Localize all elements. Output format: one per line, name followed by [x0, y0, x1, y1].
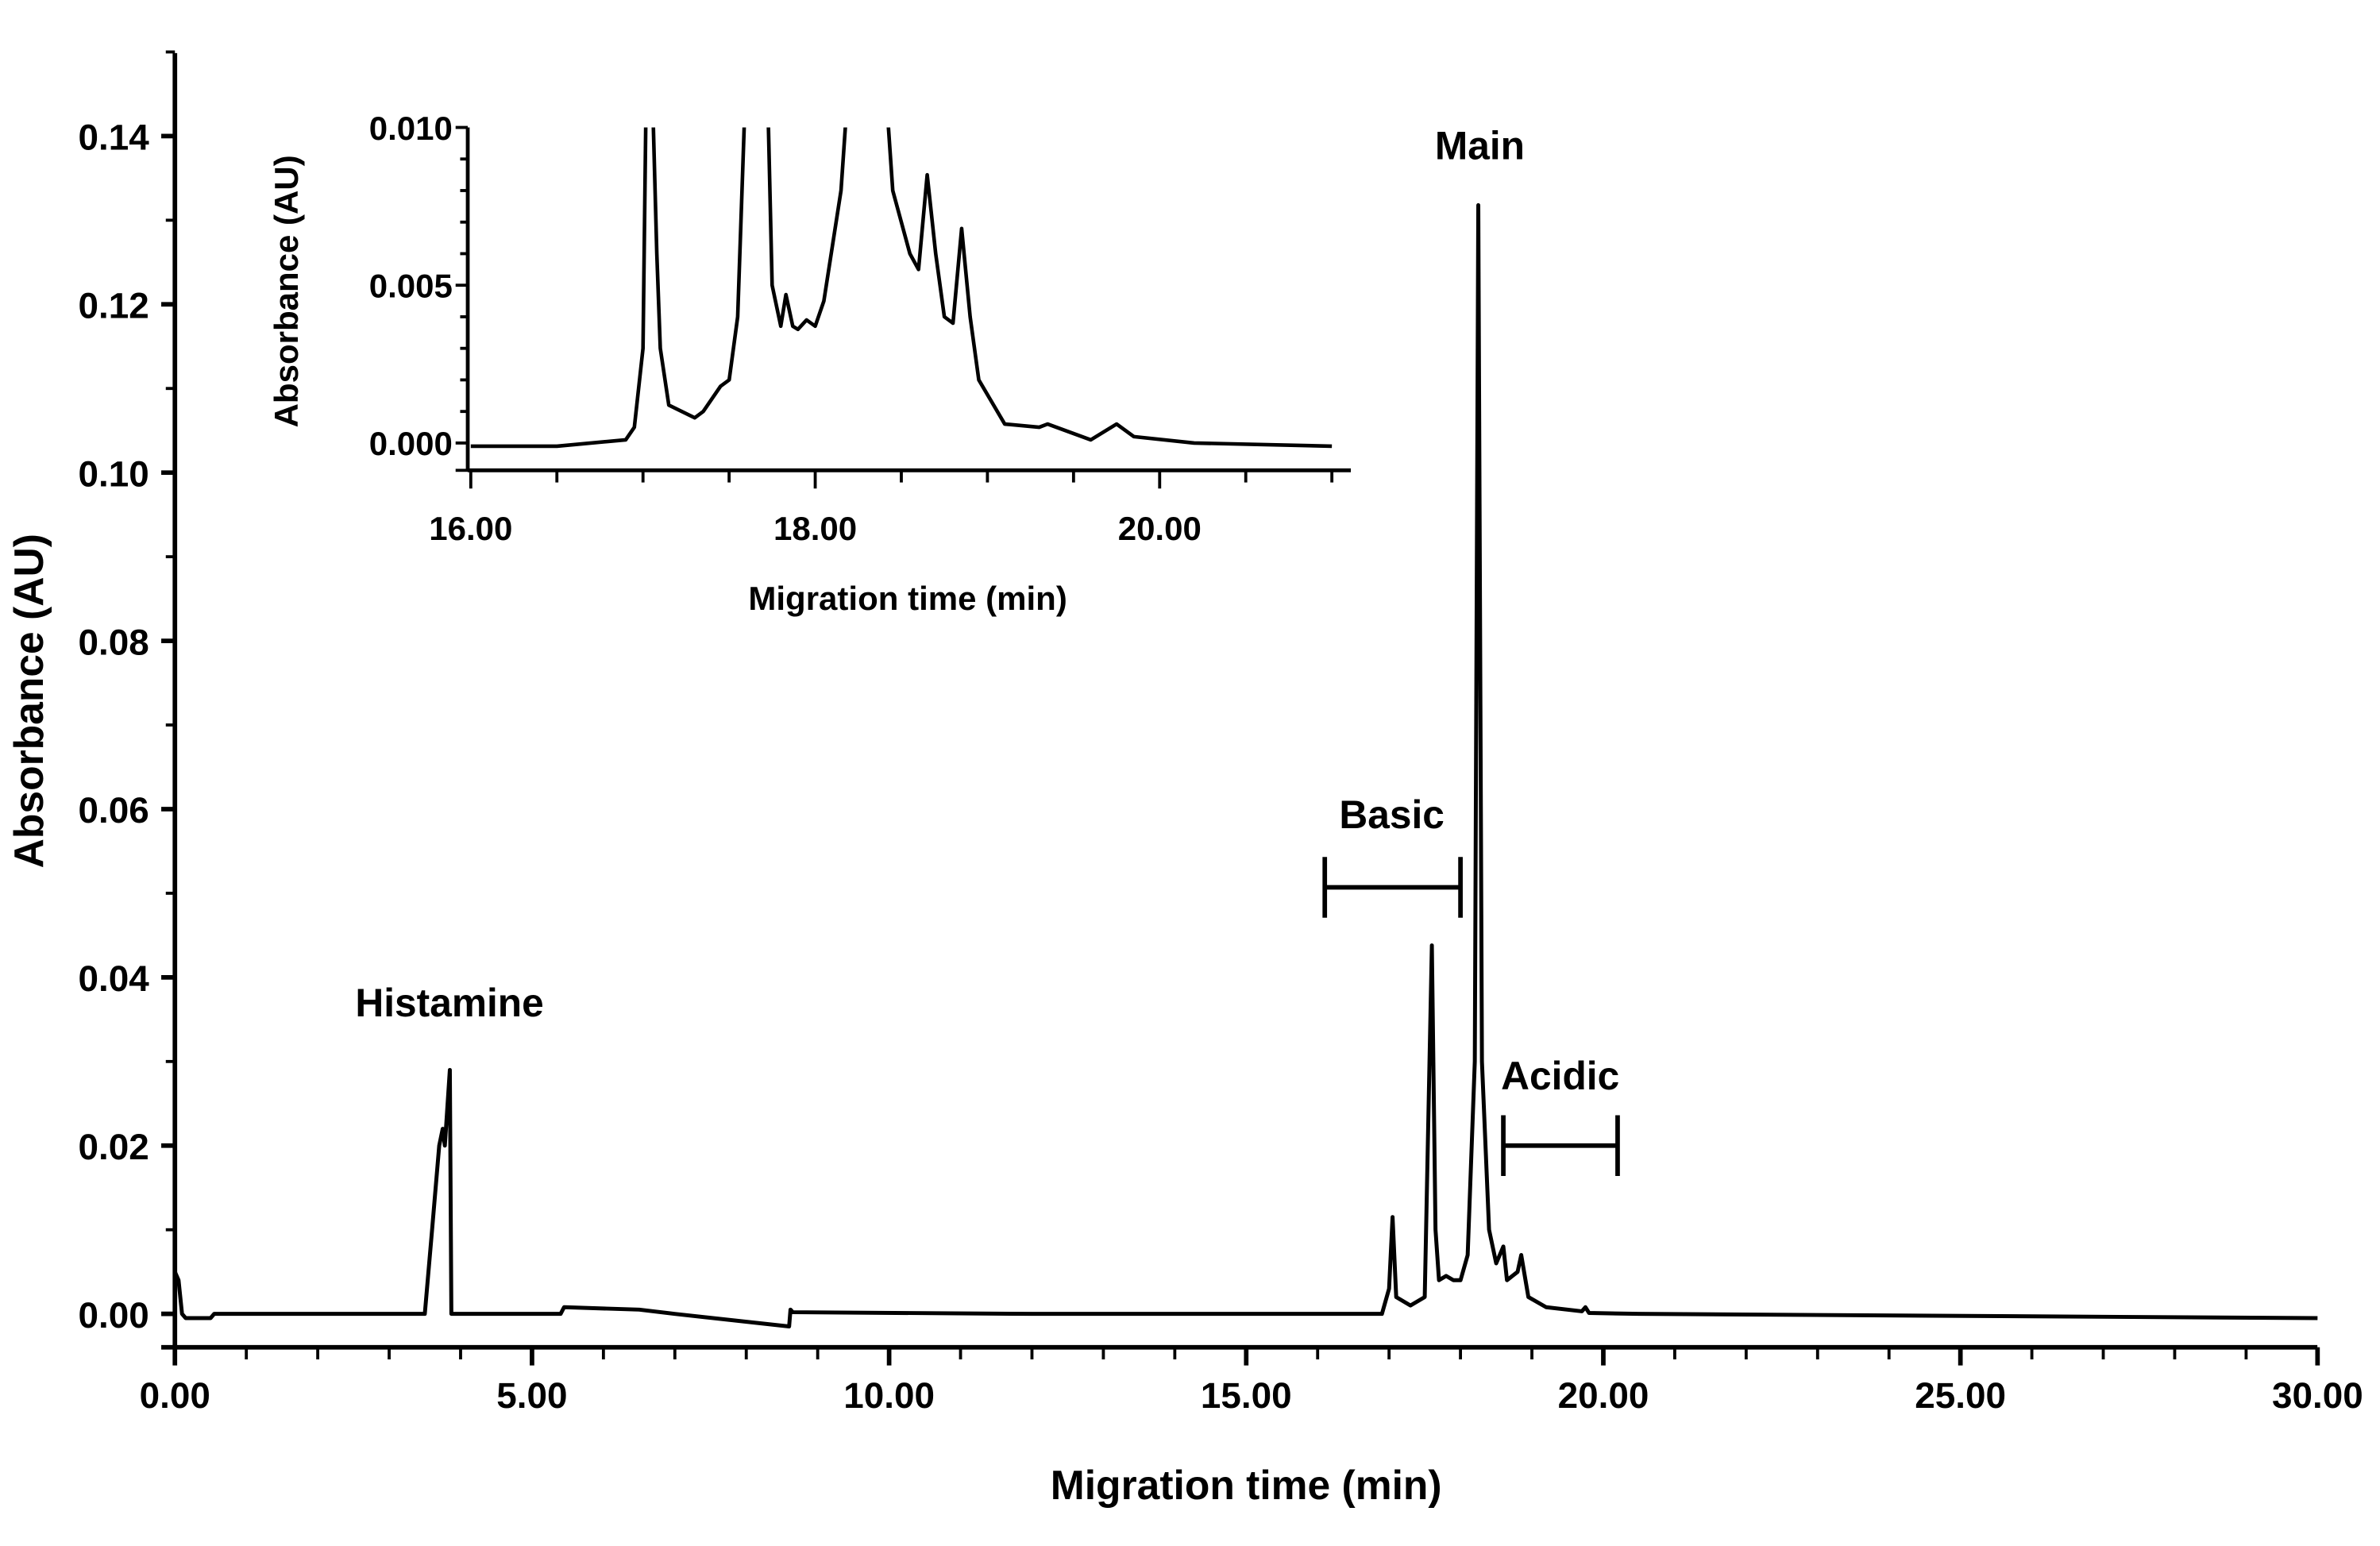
y-tick-label: 0.08	[79, 621, 149, 662]
x-tick-label: 25.00	[1915, 1374, 2006, 1416]
electropherogram-trace	[172, 202, 2318, 1329]
x-tick-label: 10.00	[843, 1374, 935, 1416]
inset-y-axis-label: Absorbance (AU)	[268, 155, 305, 427]
inset-y-tick-label: 0.005	[369, 267, 453, 304]
annotation-basic: Basic	[1339, 792, 1445, 837]
main-x-axis-label: Migration time (min)	[1051, 1462, 1442, 1508]
inset-plot: 0.000 0.005 0.010 16.00 18.00 20.00	[369, 110, 1352, 547]
x-tick-label: 15.00	[1201, 1374, 1292, 1416]
x-tick-label: 20.00	[1558, 1374, 1649, 1416]
x-tick-label: 0.00	[140, 1374, 210, 1416]
x-tick-label: 30.00	[2272, 1374, 2363, 1416]
inset-y-tick-label: 0.000	[369, 425, 453, 462]
y-tick-label: 0.12	[79, 284, 149, 326]
inset-x-tick-label: 16.00	[429, 510, 512, 547]
y-tick-label: 0.10	[79, 453, 149, 494]
annotation-histamine: Histamine	[355, 981, 543, 1025]
inset-x-tick-label: 18.00	[773, 510, 857, 547]
y-tick-label: 0.04	[79, 958, 150, 999]
inset-x-axis-label: Migration time (min)	[748, 580, 1067, 617]
annotation-acidic: Acidic	[1501, 1054, 1619, 1098]
main-plot: 0.00 0.02 0.04 0.06 0.08 0.10 0.12 0.14 0.00 5.00…	[79, 50, 2363, 1416]
y-tick-label: 0.00	[79, 1294, 149, 1336]
x-tick-label: 5.00	[496, 1374, 567, 1416]
inset-y-tick-label: 0.010	[369, 110, 453, 147]
y-tick-label: 0.14	[79, 117, 150, 158]
main-y-axis-label: Absorbance (AU)	[6, 534, 52, 868]
y-tick-label: 0.06	[79, 789, 149, 831]
annotation-main: Main	[1435, 124, 1525, 168]
y-tick-label: 0.02	[79, 1126, 149, 1167]
inset-x-tick-label: 20.00	[1118, 510, 1202, 547]
inset-electropherogram-trace	[470, 127, 1333, 449]
